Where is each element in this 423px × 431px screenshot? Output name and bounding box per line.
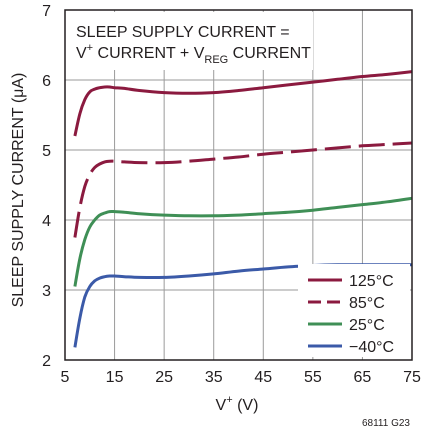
- y-tick-label: 7: [42, 3, 51, 20]
- x-tick-label: 65: [354, 369, 372, 386]
- y-tick-label: 3: [42, 283, 51, 300]
- y-axis-label: SLEEP SUPPLY CURRENT (μA): [10, 73, 27, 308]
- x-tick-label: 45: [254, 369, 272, 386]
- grid: [65, 10, 412, 360]
- y-tick-label: 6: [42, 73, 51, 90]
- legend-label-3: −40°C: [349, 339, 394, 356]
- y-tick-label: 5: [42, 143, 51, 160]
- legend-label-0: 125°C: [349, 273, 394, 290]
- annotation-line-1: SLEEP SUPPLY CURRENT =: [76, 24, 290, 41]
- x-tick-label: 55: [304, 369, 322, 386]
- x-axis-label-sup: +: [226, 394, 232, 406]
- legend-label-1: 85°C: [349, 295, 385, 312]
- x-tick-label: 25: [155, 369, 173, 386]
- x-axis-label-v: V: [216, 397, 227, 414]
- series-line-1: [73, 141, 413, 238]
- series-line-0: [73, 70, 413, 137]
- annotation-line-2: V+ CURRENT + VREG CURRENT: [76, 42, 311, 66]
- legend: 125°C 85°C 25°C −40°C: [298, 264, 410, 357]
- series-line-2: [73, 196, 413, 287]
- x-tick-label: 75: [403, 369, 421, 386]
- annotation-end: CURRENT: [228, 45, 311, 62]
- annotation-v: V: [76, 45, 87, 62]
- annotation-v-sup: +: [87, 42, 93, 54]
- annotation-reg-sub: REG: [204, 54, 228, 66]
- annotation-backdrop: [67, 12, 313, 70]
- plot-frame: [64, 9, 413, 361]
- x-axis-label-unit: (V): [233, 397, 259, 414]
- y-tick-label: 2: [42, 353, 51, 370]
- x-tick-label: 15: [106, 369, 124, 386]
- x-axis-label: V+ (V): [216, 394, 259, 414]
- annotation-mid: CURRENT + V: [93, 45, 205, 62]
- legend-label-2: 25°C: [349, 317, 385, 334]
- x-tick-label: 35: [205, 369, 223, 386]
- x-tick-label: 5: [61, 369, 70, 386]
- y-tick-label: 4: [42, 213, 51, 230]
- figure-id: 68111 G23: [362, 418, 410, 429]
